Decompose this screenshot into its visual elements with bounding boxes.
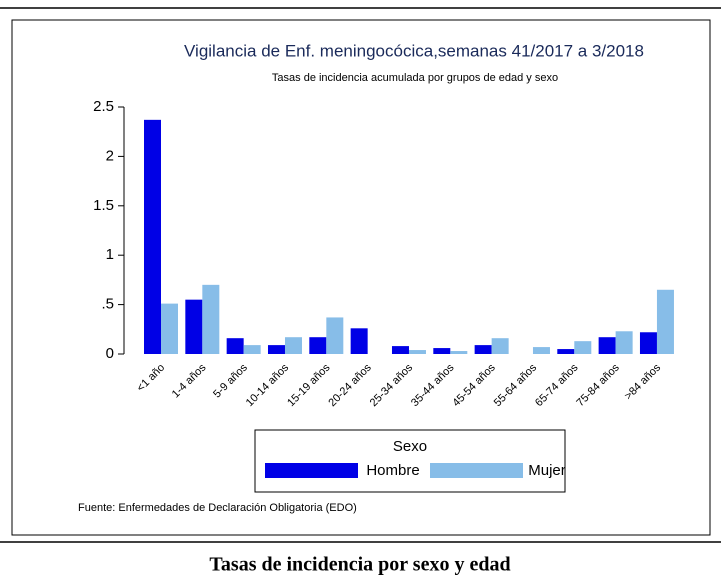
legend-label: Mujer xyxy=(528,462,566,479)
bar xyxy=(656,289,674,354)
bar xyxy=(598,337,616,354)
bar xyxy=(326,317,344,354)
bar xyxy=(391,346,409,354)
legend-label: Hombre xyxy=(366,462,419,479)
bar xyxy=(202,284,220,354)
y-tick-label: 0 xyxy=(106,345,114,362)
legend-box xyxy=(254,429,566,493)
bar xyxy=(350,328,368,354)
bar xyxy=(557,349,575,354)
legend-swatch xyxy=(430,463,523,478)
bar xyxy=(161,303,178,354)
chart-subtitle: Tasas de incidencia acumulada por grupos… xyxy=(272,72,558,84)
bar xyxy=(144,119,161,355)
source-note: Fuente: Enfermedades de Declaración Obli… xyxy=(78,502,357,514)
chart-title: Vigilancia de Enf. meningocócica,semanas… xyxy=(184,41,644,60)
bar xyxy=(532,347,550,354)
legend-swatch xyxy=(265,463,358,478)
bar xyxy=(474,345,492,354)
y-tick-label: .5 xyxy=(101,296,114,313)
bar xyxy=(433,348,451,354)
bar xyxy=(309,337,327,354)
bar xyxy=(226,338,244,354)
bar xyxy=(185,299,203,354)
bar xyxy=(574,341,592,354)
bar xyxy=(615,331,633,354)
y-tick-label: 2 xyxy=(106,147,114,164)
y-tick-label: 2.5 xyxy=(93,98,114,115)
y-tick-label: 1.5 xyxy=(93,197,114,214)
bar xyxy=(639,332,657,354)
bar xyxy=(450,351,468,354)
bar xyxy=(408,350,426,354)
bar xyxy=(267,345,285,354)
bar xyxy=(243,345,261,354)
bar xyxy=(284,337,302,354)
legend-title: Sexo xyxy=(393,438,427,455)
chart-frame xyxy=(11,19,711,536)
bar xyxy=(491,338,509,354)
y-tick-label: 1 xyxy=(106,246,114,263)
caption: Tasas de incidencia por sexo y edad xyxy=(209,554,510,576)
